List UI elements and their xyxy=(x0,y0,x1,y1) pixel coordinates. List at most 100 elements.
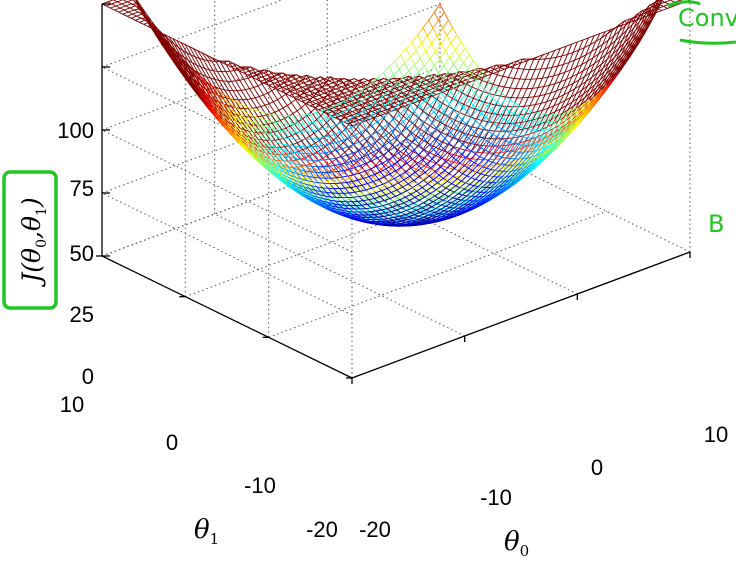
mesh-line xyxy=(310,88,317,92)
mesh-line xyxy=(578,70,584,81)
mesh-line xyxy=(564,69,571,73)
mesh-line xyxy=(467,112,472,118)
mesh-line xyxy=(488,92,495,96)
mesh-line xyxy=(523,136,528,139)
mesh-line xyxy=(374,198,379,203)
mesh-line xyxy=(536,77,543,80)
mesh-line xyxy=(367,154,373,162)
mesh-line xyxy=(253,85,259,88)
mesh-line xyxy=(305,163,311,166)
mesh-line xyxy=(339,78,347,87)
mesh-line xyxy=(450,91,456,98)
mesh-line xyxy=(395,96,402,100)
mesh-line xyxy=(367,183,373,189)
mesh-line xyxy=(257,74,262,78)
mesh-line xyxy=(480,147,486,151)
mesh-line xyxy=(270,111,275,115)
mesh-line xyxy=(373,112,379,120)
mesh-line xyxy=(308,153,313,157)
mesh-line xyxy=(456,198,462,201)
mesh-line xyxy=(578,47,585,51)
grid-line xyxy=(327,171,578,295)
mesh-line xyxy=(256,71,261,75)
mesh-line xyxy=(480,173,486,176)
mesh-line xyxy=(540,67,547,70)
mesh-line xyxy=(199,57,204,61)
mesh-line xyxy=(537,109,543,119)
mesh-line xyxy=(455,125,461,131)
mesh-line xyxy=(143,23,149,27)
mesh-line xyxy=(424,157,431,162)
mesh-line xyxy=(397,126,402,133)
mesh-line xyxy=(340,156,346,164)
mesh-line xyxy=(396,167,402,173)
mesh-line xyxy=(261,146,267,154)
mesh-line xyxy=(125,5,131,9)
mesh-line xyxy=(409,104,415,112)
mesh-line xyxy=(464,48,470,55)
mesh-line xyxy=(399,215,404,219)
mesh-line xyxy=(452,175,458,180)
mesh-line xyxy=(314,121,320,131)
mesh-line xyxy=(598,49,605,55)
mesh-line xyxy=(565,69,571,80)
mesh-line xyxy=(533,95,540,98)
mesh-line xyxy=(670,0,675,3)
mesh-line xyxy=(333,135,339,141)
mesh-line xyxy=(492,83,499,87)
mesh-line xyxy=(469,165,475,173)
mesh-line xyxy=(488,130,493,135)
mesh-line xyxy=(414,197,420,201)
mesh-line xyxy=(327,165,333,173)
mesh-line xyxy=(626,41,634,49)
mesh-line xyxy=(502,93,507,98)
mesh-line xyxy=(429,58,435,67)
mesh-line xyxy=(560,72,566,82)
mesh-line xyxy=(402,104,409,108)
mesh-line xyxy=(547,75,554,78)
mesh-line xyxy=(309,113,316,123)
mesh-line xyxy=(346,184,351,188)
mesh-line xyxy=(513,68,519,79)
mesh-line xyxy=(504,144,510,153)
mesh-line xyxy=(241,89,246,91)
mesh-line xyxy=(563,91,570,96)
mesh-line xyxy=(615,53,622,61)
mesh-line xyxy=(567,76,573,87)
mesh-line xyxy=(384,144,390,152)
mesh-line xyxy=(457,114,463,120)
mesh-line xyxy=(343,170,349,177)
mesh-line xyxy=(346,182,351,188)
mesh-line xyxy=(388,66,394,76)
mesh-line xyxy=(433,65,439,74)
mesh-line xyxy=(319,120,325,129)
mesh-line xyxy=(421,187,427,192)
mesh-line xyxy=(353,104,360,108)
mesh-line xyxy=(570,88,576,98)
mesh-line xyxy=(530,104,536,114)
mesh-line xyxy=(113,0,118,3)
grid-line xyxy=(101,129,441,257)
mesh-line xyxy=(416,77,423,81)
mesh-line xyxy=(396,161,402,168)
mesh-line xyxy=(456,84,461,91)
mesh-line xyxy=(388,176,393,182)
mesh-line xyxy=(497,138,503,147)
mesh-line xyxy=(367,204,372,209)
mesh-line xyxy=(439,73,445,79)
mesh-line xyxy=(506,157,511,160)
mesh-line xyxy=(357,150,363,158)
mesh-line xyxy=(449,57,455,65)
mesh-line xyxy=(450,164,455,169)
mesh-line xyxy=(426,35,432,45)
mesh-line xyxy=(545,92,552,95)
mesh-line xyxy=(385,134,391,142)
mesh-line xyxy=(654,0,661,3)
mesh-line xyxy=(274,147,280,155)
mesh-line xyxy=(429,144,435,150)
mesh-line xyxy=(656,10,662,14)
mesh-line xyxy=(350,205,355,210)
mesh-line xyxy=(243,77,249,80)
mesh-line xyxy=(356,159,362,166)
mesh-line xyxy=(497,155,503,158)
